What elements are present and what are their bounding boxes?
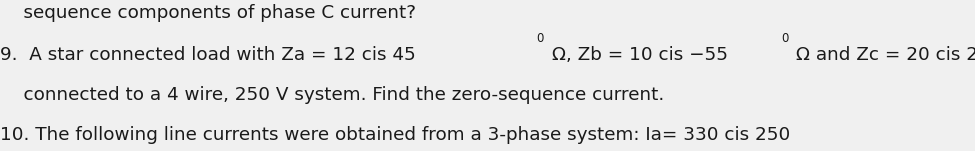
Text: 0: 0: [536, 32, 544, 45]
Text: sequence components of phase C current?: sequence components of phase C current?: [0, 4, 416, 22]
Text: connected to a 4 wire, 250 V system. Find the zero-sequence current.: connected to a 4 wire, 250 V system. Fin…: [0, 86, 664, 104]
Text: Ω, Zb = 10 cis −55: Ω, Zb = 10 cis −55: [546, 46, 728, 64]
Text: 10. The following line currents were obtained from a 3-phase system: Ia= 330 cis: 10. The following line currents were obt…: [0, 126, 791, 144]
Text: 0: 0: [781, 32, 788, 45]
Text: 9.  A star connected load with Za = 12 cis 45: 9. A star connected load with Za = 12 ci…: [0, 46, 415, 64]
Text: Ω and Zc = 20 cis 20: Ω and Zc = 20 cis 20: [791, 46, 975, 64]
